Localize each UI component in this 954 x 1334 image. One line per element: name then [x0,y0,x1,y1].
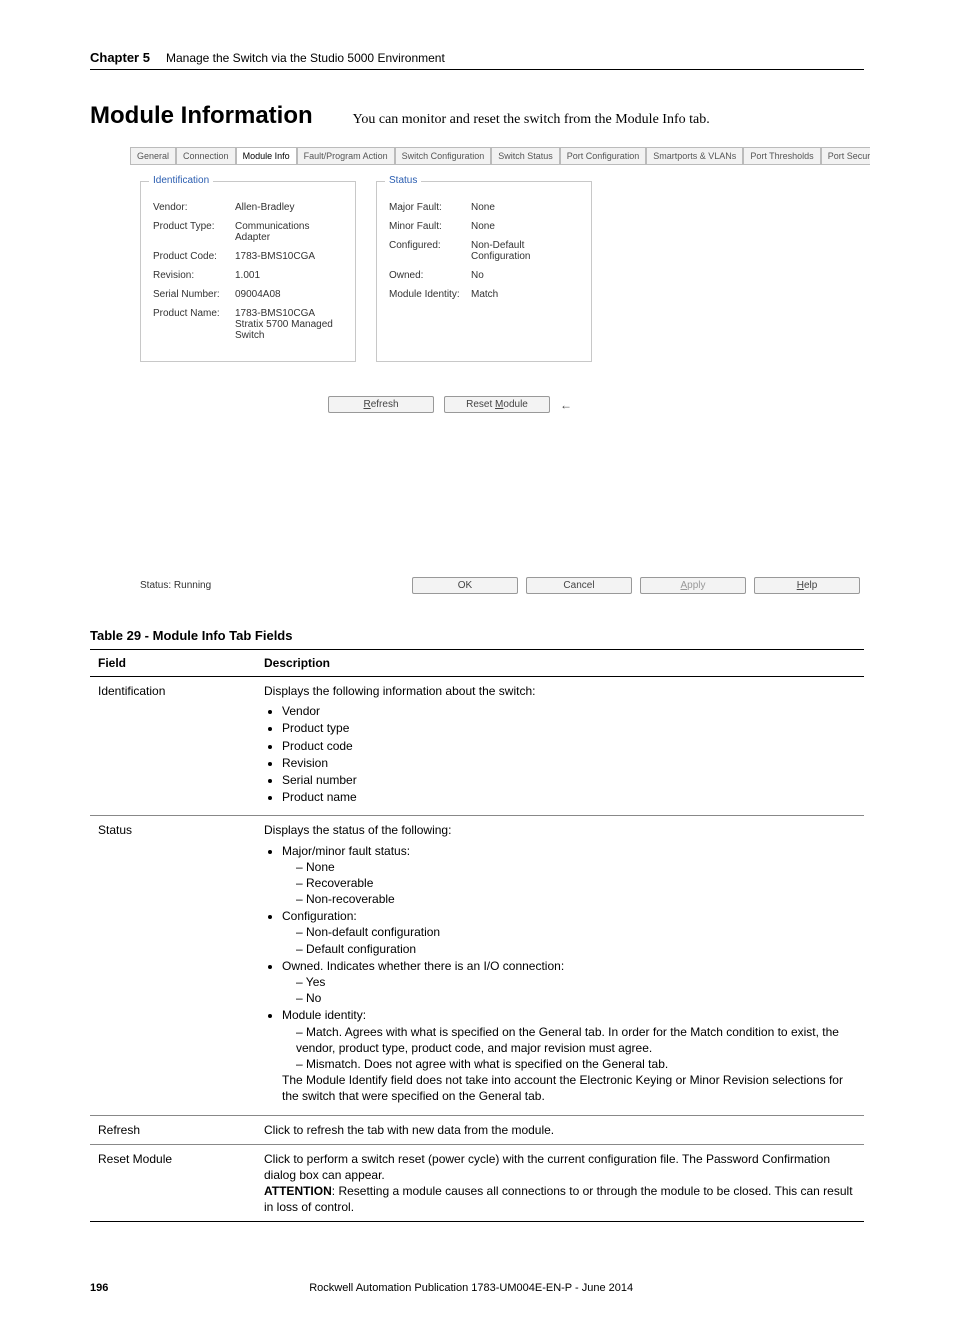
owned-label: Owned: [389,270,465,281]
table-row: Identification Displays the following in… [90,677,864,816]
module-identity-label: Module Identity: [389,289,465,300]
refresh-button[interactable]: Refresh [328,396,434,413]
cancel-button[interactable]: Cancel [526,577,632,594]
module-properties-dialog: General Connection Module Info Fault/Pro… [130,146,870,604]
tab-port-thresholds[interactable]: Port Thresholds [743,147,820,164]
chapter-label: Chapter 5 [90,50,150,65]
tab-smartports-vlans[interactable]: Smartports & VLANs [646,147,743,164]
desc-status: Displays the status of the following: Ma… [256,816,864,1115]
field-reset-module: Reset Module [90,1144,256,1222]
configured-label: Configured: [389,240,465,262]
identification-legend: Identification [149,175,213,186]
status-group: Status Major Fault:None Minor Fault:None… [376,181,592,362]
configured-value: Non-Default Configuration [471,240,579,262]
product-name-value: 1783-BMS10CGA Stratix 5700 Managed Switc… [235,308,343,341]
page-number: 196 [90,1282,108,1294]
tab-port-security[interactable]: Port Security [821,147,870,164]
major-fault-label: Major Fault: [389,202,465,213]
table-row: Reset Module Click to perform a switch r… [90,1144,864,1222]
desc-refresh: Click to refresh the tab with new data f… [256,1115,864,1144]
product-code-value: 1783-BMS10CGA [235,251,343,262]
arrow-left-icon: ← [560,398,572,412]
chapter-title: Manage the Switch via the Studio 5000 En… [166,51,445,65]
vendor-value: Allen-Bradley [235,202,343,213]
identification-group: Identification Vendor:Allen-Bradley Prod… [140,181,356,362]
desc-identification: Displays the following information about… [256,677,864,816]
table-header-description: Description [256,650,864,677]
module-identity-value: Match [471,289,579,300]
minor-fault-label: Minor Fault: [389,221,465,232]
major-fault-value: None [471,202,579,213]
field-refresh: Refresh [90,1115,256,1144]
serial-number-value: 09004A08 [235,289,343,300]
product-type-label: Product Type: [153,221,229,243]
ok-button[interactable]: OK [412,577,518,594]
tab-switch-status[interactable]: Switch Status [491,147,560,164]
minor-fault-value: None [471,221,579,232]
desc-reset-module: Click to perform a switch reset (power c… [256,1144,864,1222]
field-identification: Identification [90,677,256,816]
status-legend: Status [385,175,421,186]
table-row: Refresh Click to refresh the tab with ne… [90,1115,864,1144]
product-name-label: Product Name: [153,308,229,341]
tab-fault-program-action[interactable]: Fault/Program Action [297,147,395,164]
dialog-status-text: Status: Running [140,580,412,591]
product-type-value: Communications Adapter [235,221,343,243]
publication-id: Rockwell Automation Publication 1783-UM0… [108,1282,834,1294]
tab-module-info[interactable]: Module Info [236,147,297,165]
tab-strip: General Connection Module Info Fault/Pro… [130,146,870,165]
reset-module-button[interactable]: Reset Module [444,396,550,413]
table-row: Status Displays the status of the follow… [90,816,864,1115]
section-heading: Module Information [90,102,313,130]
table-header-field: Field [90,650,256,677]
apply-button[interactable]: Apply [640,577,746,594]
chapter-header: Chapter 5 Manage the Switch via the Stud… [90,50,864,70]
tab-connection[interactable]: Connection [176,147,236,164]
revision-value: 1.001 [235,270,343,281]
tab-general[interactable]: General [130,147,176,164]
help-button[interactable]: Help [754,577,860,594]
owned-value: No [471,270,579,281]
vendor-label: Vendor: [153,202,229,213]
serial-number-label: Serial Number: [153,289,229,300]
revision-label: Revision: [153,270,229,281]
field-status: Status [90,816,256,1115]
module-info-fields-table: Field Description Identification Display… [90,649,864,1222]
table-caption: Table 29 - Module Info Tab Fields [90,628,864,643]
section-intro: You can monitor and reset the switch fro… [353,112,710,128]
page-footer: 196 Rockwell Automation Publication 1783… [90,1282,864,1294]
tab-port-configuration[interactable]: Port Configuration [560,147,647,164]
product-code-label: Product Code: [153,251,229,262]
tab-switch-configuration[interactable]: Switch Configuration [395,147,492,164]
